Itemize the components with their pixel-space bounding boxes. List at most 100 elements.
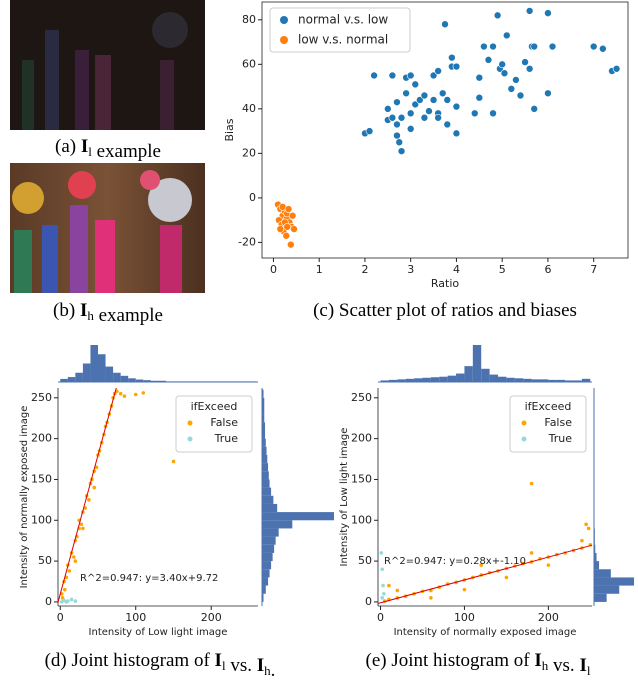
data-point [493, 11, 502, 20]
y-tick-label: 200 [351, 432, 372, 445]
caption-symbol: I [75, 300, 87, 321]
x-tick-label: 4 [453, 263, 460, 276]
plot-frame [261, 1, 629, 259]
histogram-bar [594, 593, 607, 602]
x-tick-label: 0 [377, 611, 384, 624]
caption: (b) Ih example [53, 300, 163, 326]
data-point [171, 459, 176, 464]
data-point [282, 231, 291, 240]
caption-text: vs. [548, 655, 574, 676]
data-point [67, 569, 72, 573]
data-point [516, 91, 525, 100]
legend-box [269, 7, 411, 53]
data-point [287, 240, 295, 249]
histogram-bar [262, 544, 275, 553]
data-point [397, 113, 406, 122]
caption-subscript: h [87, 308, 94, 323]
data-point [288, 211, 297, 220]
histogram-bar [98, 354, 106, 382]
data-point [379, 551, 384, 555]
data-point [480, 42, 488, 51]
histogram-bar [262, 593, 264, 602]
caption-text: (a) [55, 136, 76, 157]
caption: (a) Il example [55, 136, 161, 162]
histogram-bar [262, 561, 272, 570]
legend-marker [521, 436, 527, 442]
y-tick-label: 200 [31, 432, 52, 445]
caption-text: (b) [53, 300, 75, 321]
legend-marker [521, 420, 527, 426]
caption: (c) Scatter plot of ratios and biases [313, 300, 577, 321]
data-point [612, 64, 621, 73]
data-point [290, 225, 298, 233]
histogram-bar [414, 378, 423, 382]
data-point [62, 587, 67, 592]
data-point [73, 599, 78, 603]
data-point [59, 600, 64, 604]
data-point [429, 596, 433, 600]
legend-marker [280, 16, 288, 24]
data-point [73, 559, 78, 563]
histogram-bar [128, 378, 136, 382]
histogram-bar [105, 366, 114, 382]
histogram-bar [380, 380, 389, 382]
data-point [462, 587, 467, 592]
caption-subscript: h [542, 658, 549, 673]
data-point [384, 105, 392, 113]
y-tick-label: 100 [351, 513, 372, 526]
data-point [416, 96, 424, 104]
data-point [79, 522, 84, 527]
histogram-bar [262, 471, 269, 480]
histogram-bar [262, 536, 276, 545]
histogram-bar [262, 585, 266, 594]
data-point [530, 105, 539, 113]
data-point [475, 73, 484, 82]
data-point [397, 147, 406, 155]
data-point [584, 522, 588, 527]
data-point [92, 485, 97, 490]
data-point [393, 120, 401, 129]
data-point [500, 69, 509, 78]
data-point [284, 205, 293, 213]
data-point [443, 96, 452, 104]
data-point [479, 563, 484, 567]
histogram-bar [262, 397, 265, 406]
caption-text: (d) Joint histogram of [45, 650, 211, 671]
photo-normal [10, 163, 205, 293]
data-point [133, 392, 138, 397]
histogram-bar [262, 479, 270, 488]
data-point [599, 44, 607, 53]
data-point [393, 98, 401, 106]
y-tick-label: 250 [351, 391, 372, 404]
y-tick-label: 20 [242, 146, 256, 159]
histogram-bar [90, 345, 98, 382]
x-tick-label: 5 [499, 263, 506, 276]
data-point [507, 85, 516, 93]
photo-low-light [10, 0, 205, 130]
caption-subscript: l [88, 144, 92, 159]
data-point [411, 80, 420, 89]
histogram-bar [556, 379, 566, 382]
data-point [525, 7, 534, 15]
data-point [452, 62, 461, 71]
data-point [72, 555, 76, 559]
histogram-bar [262, 446, 267, 455]
legend-label: False [210, 416, 238, 429]
histogram-bar [262, 495, 274, 504]
data-point [87, 498, 91, 502]
data-point [443, 120, 452, 129]
data-point [69, 597, 74, 602]
y-tick-label: 50 [358, 554, 372, 567]
data-point [406, 125, 415, 133]
legend-label: True [548, 432, 573, 445]
histogram-bar [464, 366, 473, 382]
data-point [388, 71, 397, 80]
data-point [529, 481, 534, 486]
histogram-bar [456, 373, 465, 382]
histogram-bar [262, 463, 269, 472]
data-point [276, 225, 285, 233]
legend-box [509, 395, 587, 453]
data-point [498, 60, 506, 69]
caption: (e) Joint histogram of Ih vs. Il [366, 650, 591, 678]
data-point [441, 20, 449, 29]
